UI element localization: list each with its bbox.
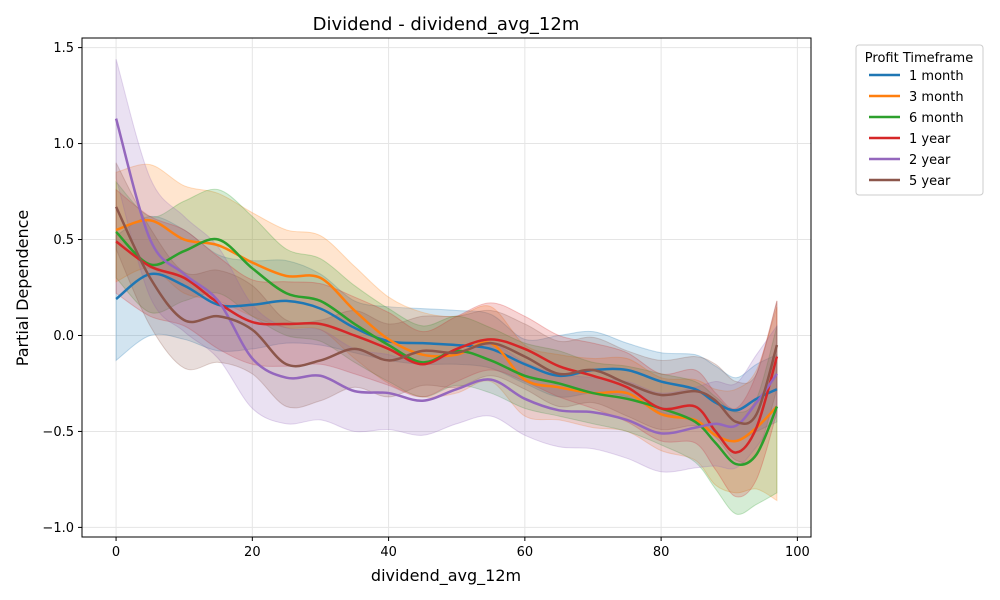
x-tick-label: 20 (244, 545, 261, 560)
y-tick-label: 0.0 (53, 329, 74, 344)
legend-items: 1 month 3 month 6 month 1 year 2 year 5 year (869, 69, 964, 189)
legend-label-2-year: 2 year (909, 153, 951, 168)
series-line-1-year (115, 240, 779, 454)
ci-band-2-year (115, 58, 778, 473)
y-tick-label: 0.5 (53, 233, 74, 248)
axis-ticks: 0 20 40 60 80 100 −1.0 −0.5 0.0 0.5 1.0 1.5 (42, 41, 809, 560)
ci-band-1-month (115, 215, 778, 442)
series-line-2-year (114, 118, 778, 435)
x-tick-label: 0 (112, 545, 120, 560)
series-line-6-month (115, 230, 779, 466)
legend-label-1-year: 1 year (909, 132, 951, 147)
y-tick-label: −0.5 (42, 425, 74, 440)
y-axis-label: Partial Dependence (13, 210, 32, 366)
x-axis-label: dividend_avg_12m (371, 566, 521, 586)
chart-title: Dividend - dividend_avg_12m (313, 14, 580, 35)
plot-frame (81, 37, 812, 538)
x-tick-label: 60 (517, 545, 534, 560)
x-tick-label: 40 (380, 545, 397, 560)
y-tick-label: 1.0 (53, 137, 74, 152)
y-tick-label: 1.5 (53, 41, 74, 56)
legend-label-6-month: 6 month (909, 111, 964, 126)
legend-label-3-month: 3 month (909, 90, 964, 105)
legend-box (855, 44, 984, 196)
confidence-bands (115, 58, 778, 515)
legend-label-5-year: 5 year (909, 174, 951, 189)
legend-label-1-month: 1 month (909, 69, 964, 84)
x-tick-label: 100 (785, 545, 810, 560)
series-lines (114, 118, 779, 466)
grid-lines (82, 38, 811, 537)
legend-title: Profit Timeframe (865, 51, 973, 66)
series-line-5-year (114, 206, 779, 426)
y-tick-label: −1.0 (42, 521, 74, 536)
x-tick-label: 80 (653, 545, 670, 560)
